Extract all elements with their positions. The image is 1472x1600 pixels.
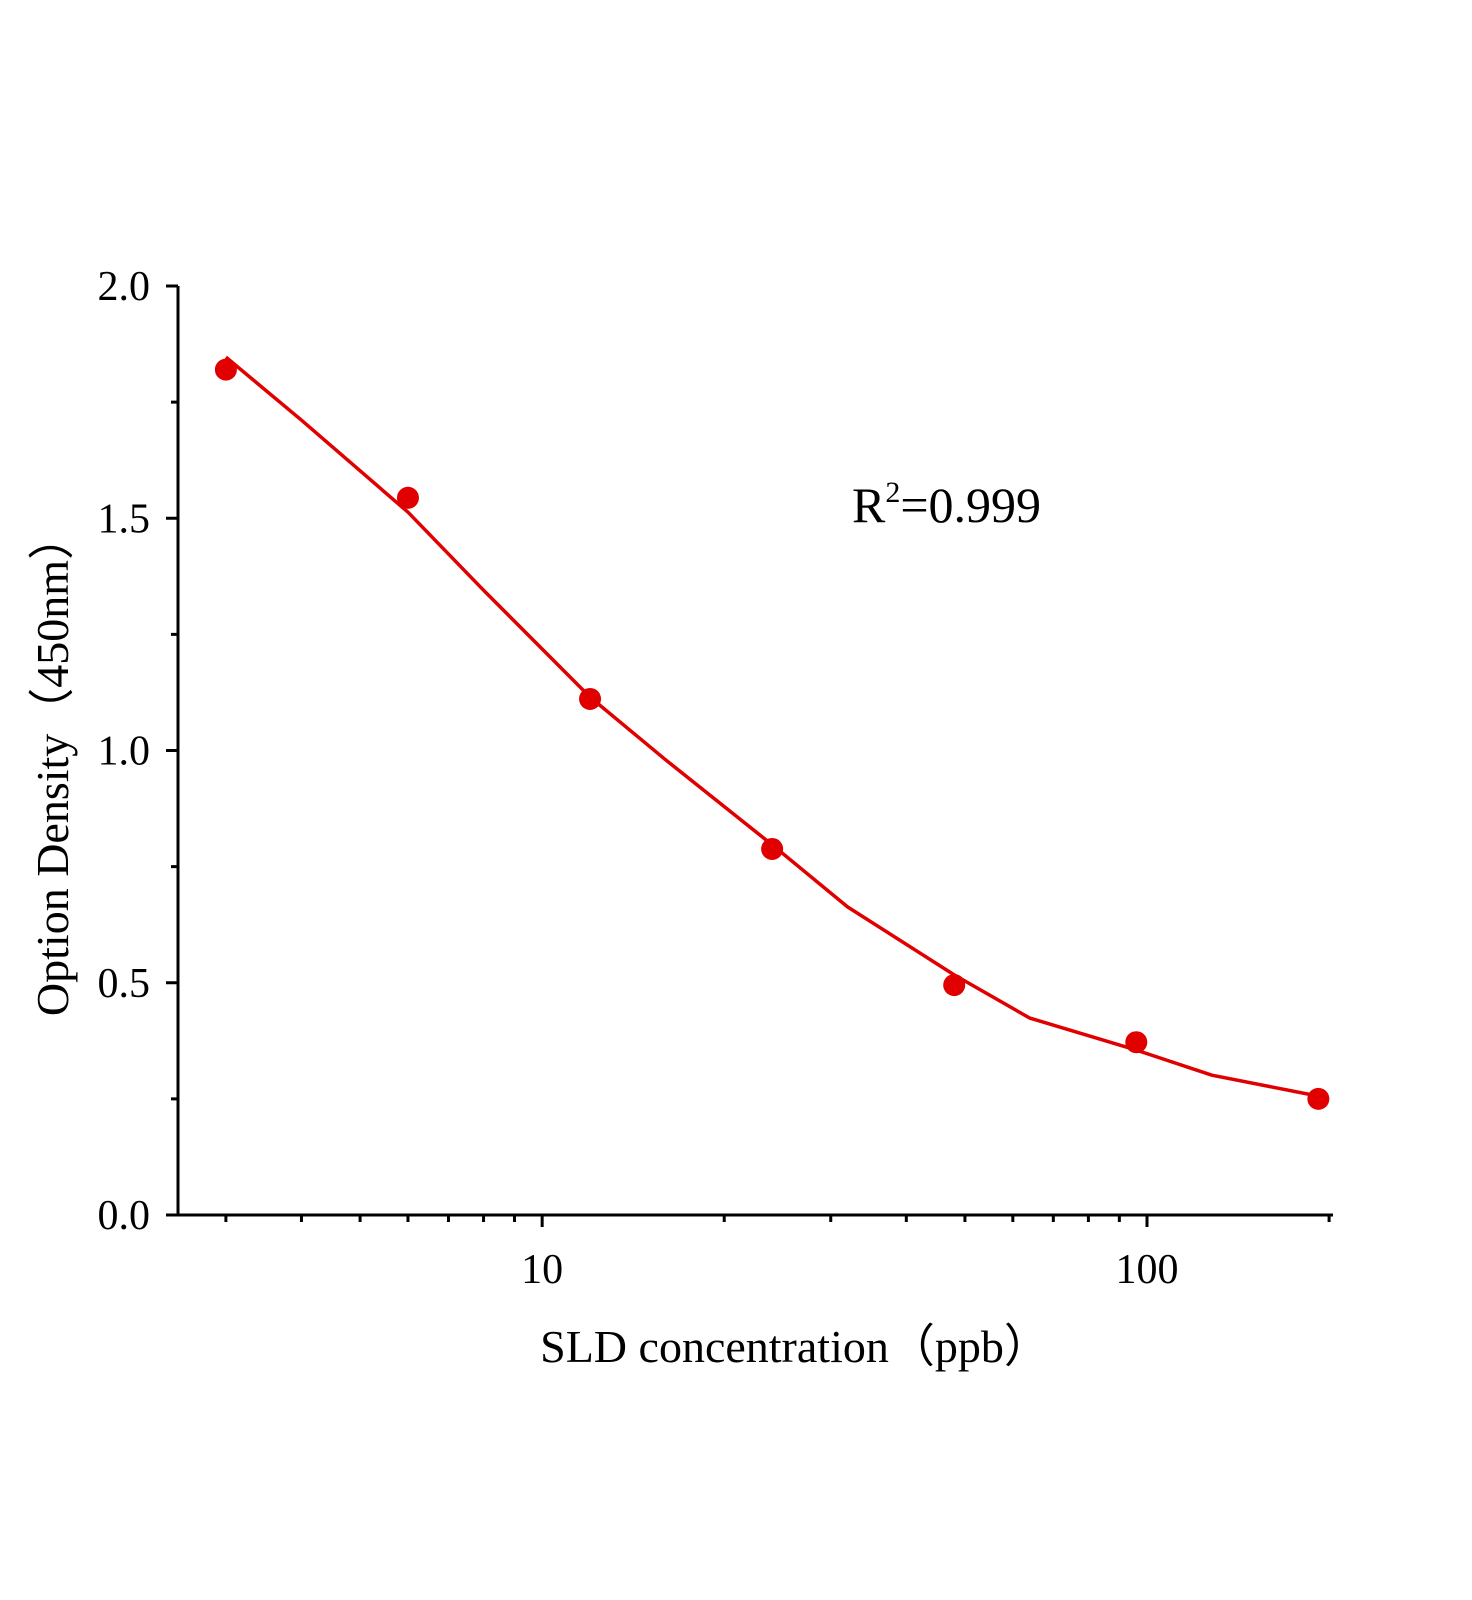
annotation-rest: =0.999 — [900, 477, 1041, 533]
y-axis-title: Option Density（450nm） — [27, 514, 78, 1016]
data-point — [761, 837, 784, 860]
data-point — [1125, 1031, 1148, 1054]
data-point — [943, 974, 966, 997]
annotation: R2=0.999 — [852, 476, 1041, 533]
fit-curve — [224, 355, 1319, 1098]
y-tick-label: 0.0 — [98, 1193, 151, 1239]
y-tick-label: 1.5 — [98, 496, 151, 542]
y-tick-label: 0.5 — [98, 961, 151, 1007]
annotation-sup: 2 — [885, 476, 900, 509]
data-point — [214, 358, 237, 381]
x-tick-label: 10 — [521, 1247, 563, 1293]
x-tick-label: 100 — [1116, 1247, 1179, 1293]
x-axis-title: SLD concentration（ppb） — [540, 1321, 1050, 1372]
data-point — [396, 486, 419, 509]
y-tick-label: 1.0 — [98, 729, 151, 775]
annotation-base: R — [852, 477, 886, 533]
y-tick-label: 2.0 — [98, 264, 151, 310]
data-point — [1307, 1087, 1330, 1110]
data-point — [579, 687, 602, 710]
